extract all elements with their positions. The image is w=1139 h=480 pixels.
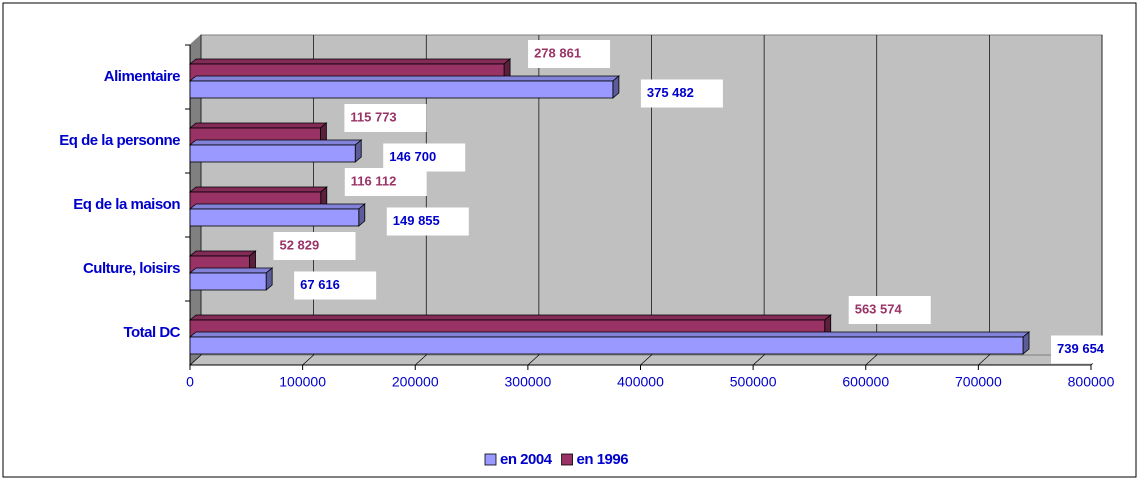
x-tick-label: 300000	[505, 374, 552, 390]
bar	[189, 144, 356, 163]
legend-swatch	[484, 453, 497, 466]
x-tick-label: 600000	[842, 374, 889, 390]
grid-line	[527, 35, 540, 366]
bar	[189, 336, 1024, 355]
value-label: 116 112	[351, 173, 397, 188]
value-label-box	[344, 168, 427, 196]
value-label-box	[640, 79, 723, 108]
bar-top	[188, 139, 363, 146]
x-tick-label: 0	[186, 374, 194, 390]
value-label: 563 574	[855, 301, 903, 316]
value-label-box	[294, 271, 377, 300]
value-label: 115 773	[350, 109, 396, 124]
bar-top	[188, 186, 328, 193]
bar	[189, 80, 614, 99]
y-tick-label: Eq de la personne	[59, 132, 180, 149]
legend-label: en 1996	[577, 451, 629, 468]
value-label-box	[273, 232, 356, 260]
bar	[189, 208, 360, 227]
bar-top	[188, 250, 257, 257]
value-label-box	[848, 296, 931, 324]
bar	[189, 272, 267, 291]
grid-line	[865, 35, 878, 366]
x-tick-label: 800000	[1068, 374, 1115, 390]
grid-line	[415, 35, 427, 366]
value-label: 278 861	[534, 45, 581, 60]
x-tick-label: 700000	[955, 374, 1002, 390]
value-label: 149 855	[393, 213, 440, 228]
value-label-box	[383, 143, 466, 172]
y-tick-label: Alimentaire	[104, 68, 180, 85]
value-label: 375 482	[647, 85, 694, 100]
value-label-box	[1051, 335, 1134, 364]
x-tick-label: 100000	[279, 374, 326, 390]
bar-top	[188, 203, 366, 210]
value-label: 146 700	[389, 149, 436, 164]
grid-line	[752, 35, 765, 366]
value-label-box	[528, 40, 611, 68]
y-tick-label: Culture, loisirs	[83, 260, 180, 277]
bar-top	[188, 75, 620, 82]
bar-top	[188, 58, 512, 65]
x-tick-label: 200000	[392, 374, 439, 390]
legend-label: en 2004	[500, 451, 553, 468]
value-label: 67 616	[300, 277, 340, 292]
x-tick-label: 500000	[730, 374, 777, 390]
bar-top	[188, 122, 328, 129]
bar-top	[188, 331, 1031, 338]
legend-swatch	[561, 453, 573, 466]
bar-top	[188, 267, 274, 274]
grid-line	[978, 35, 990, 366]
y-tick-label: Total DC	[123, 324, 180, 341]
value-label: 52 829	[279, 237, 319, 252]
grid-line	[640, 35, 652, 366]
x-tick-label: 400000	[617, 374, 664, 390]
y-tick-label: Eq de la maison	[73, 196, 180, 213]
value-label-box	[344, 104, 427, 132]
bar-top	[188, 314, 832, 321]
value-label: 739 654	[1057, 341, 1105, 356]
value-label-box	[386, 207, 469, 236]
